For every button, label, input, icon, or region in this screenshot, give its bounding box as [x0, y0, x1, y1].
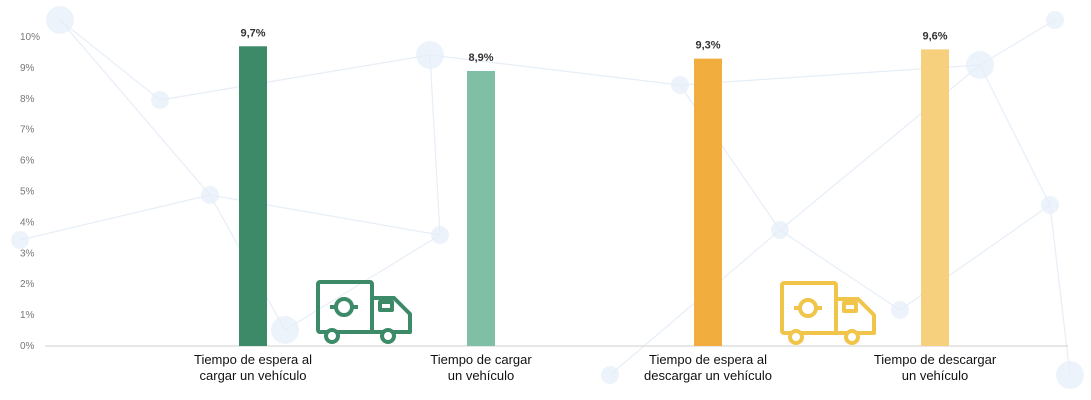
category-label: Tiempo de cargar un vehículo — [430, 352, 532, 383]
data-label: 8,9% — [468, 52, 493, 64]
y-tick-label: 6% — [20, 156, 35, 167]
network-node — [46, 6, 74, 34]
bar — [694, 58, 722, 346]
green-truck-icon — [316, 280, 412, 344]
y-axis: 0% 1% 2% 3% 4% 5% 6% 7% 8% 9% 10% — [20, 32, 1068, 352]
bar — [239, 46, 267, 347]
y-tick-label: 2% — [20, 279, 35, 290]
network-line — [19, 194, 211, 241]
network-line — [1049, 204, 1071, 376]
bar — [921, 49, 949, 347]
data-label: 9,3% — [695, 40, 720, 52]
category-label: Tiempo de descargar un vehículo — [874, 352, 997, 383]
category-label: Tiempo de espera al descargar un vehículo — [644, 352, 772, 383]
network-node — [201, 186, 219, 204]
y-tick-label: 8% — [20, 94, 35, 105]
network-node — [966, 51, 994, 79]
y-tick-label: 7% — [20, 125, 35, 136]
network-node — [11, 231, 29, 249]
network-line — [59, 19, 161, 101]
network-node — [1046, 11, 1064, 29]
network-line — [779, 229, 901, 311]
network-node — [771, 221, 789, 239]
y-tick-label: 1% — [20, 310, 35, 321]
network-line — [429, 54, 681, 86]
yellow-truck-icon — [780, 281, 876, 345]
network-line — [59, 19, 211, 196]
bar — [467, 70, 495, 347]
x-axis-labels: Tiempo de espera al cargar un vehículo Tie… — [194, 352, 997, 383]
bars: 9,7% 8,9% 9,3% 9,6% — [239, 27, 949, 347]
y-tick-label: 3% — [20, 248, 35, 259]
network-line — [159, 54, 431, 101]
data-label: 9,7% — [240, 27, 265, 39]
network-node — [891, 301, 909, 319]
network-line — [979, 19, 1056, 66]
network-node — [151, 91, 169, 109]
network-node — [601, 366, 619, 384]
y-tick-label: 4% — [20, 217, 35, 228]
y-tick-label: 5% — [20, 187, 35, 198]
network-node — [1041, 196, 1059, 214]
y-tick-label: 0% — [20, 341, 35, 352]
network-line — [429, 54, 441, 236]
network-node — [431, 226, 449, 244]
data-label: 9,6% — [922, 30, 947, 42]
category-label: Tiempo de espera al cargar un vehículo — [194, 352, 312, 383]
network-line — [779, 64, 981, 231]
y-tick-label: 10% — [20, 32, 40, 43]
truck-icons — [316, 280, 876, 345]
network-node — [671, 76, 689, 94]
network-node — [1056, 361, 1084, 389]
network-line — [979, 64, 1051, 206]
network-node — [416, 41, 444, 69]
y-tick-label: 9% — [20, 63, 35, 74]
network-node — [271, 316, 299, 344]
